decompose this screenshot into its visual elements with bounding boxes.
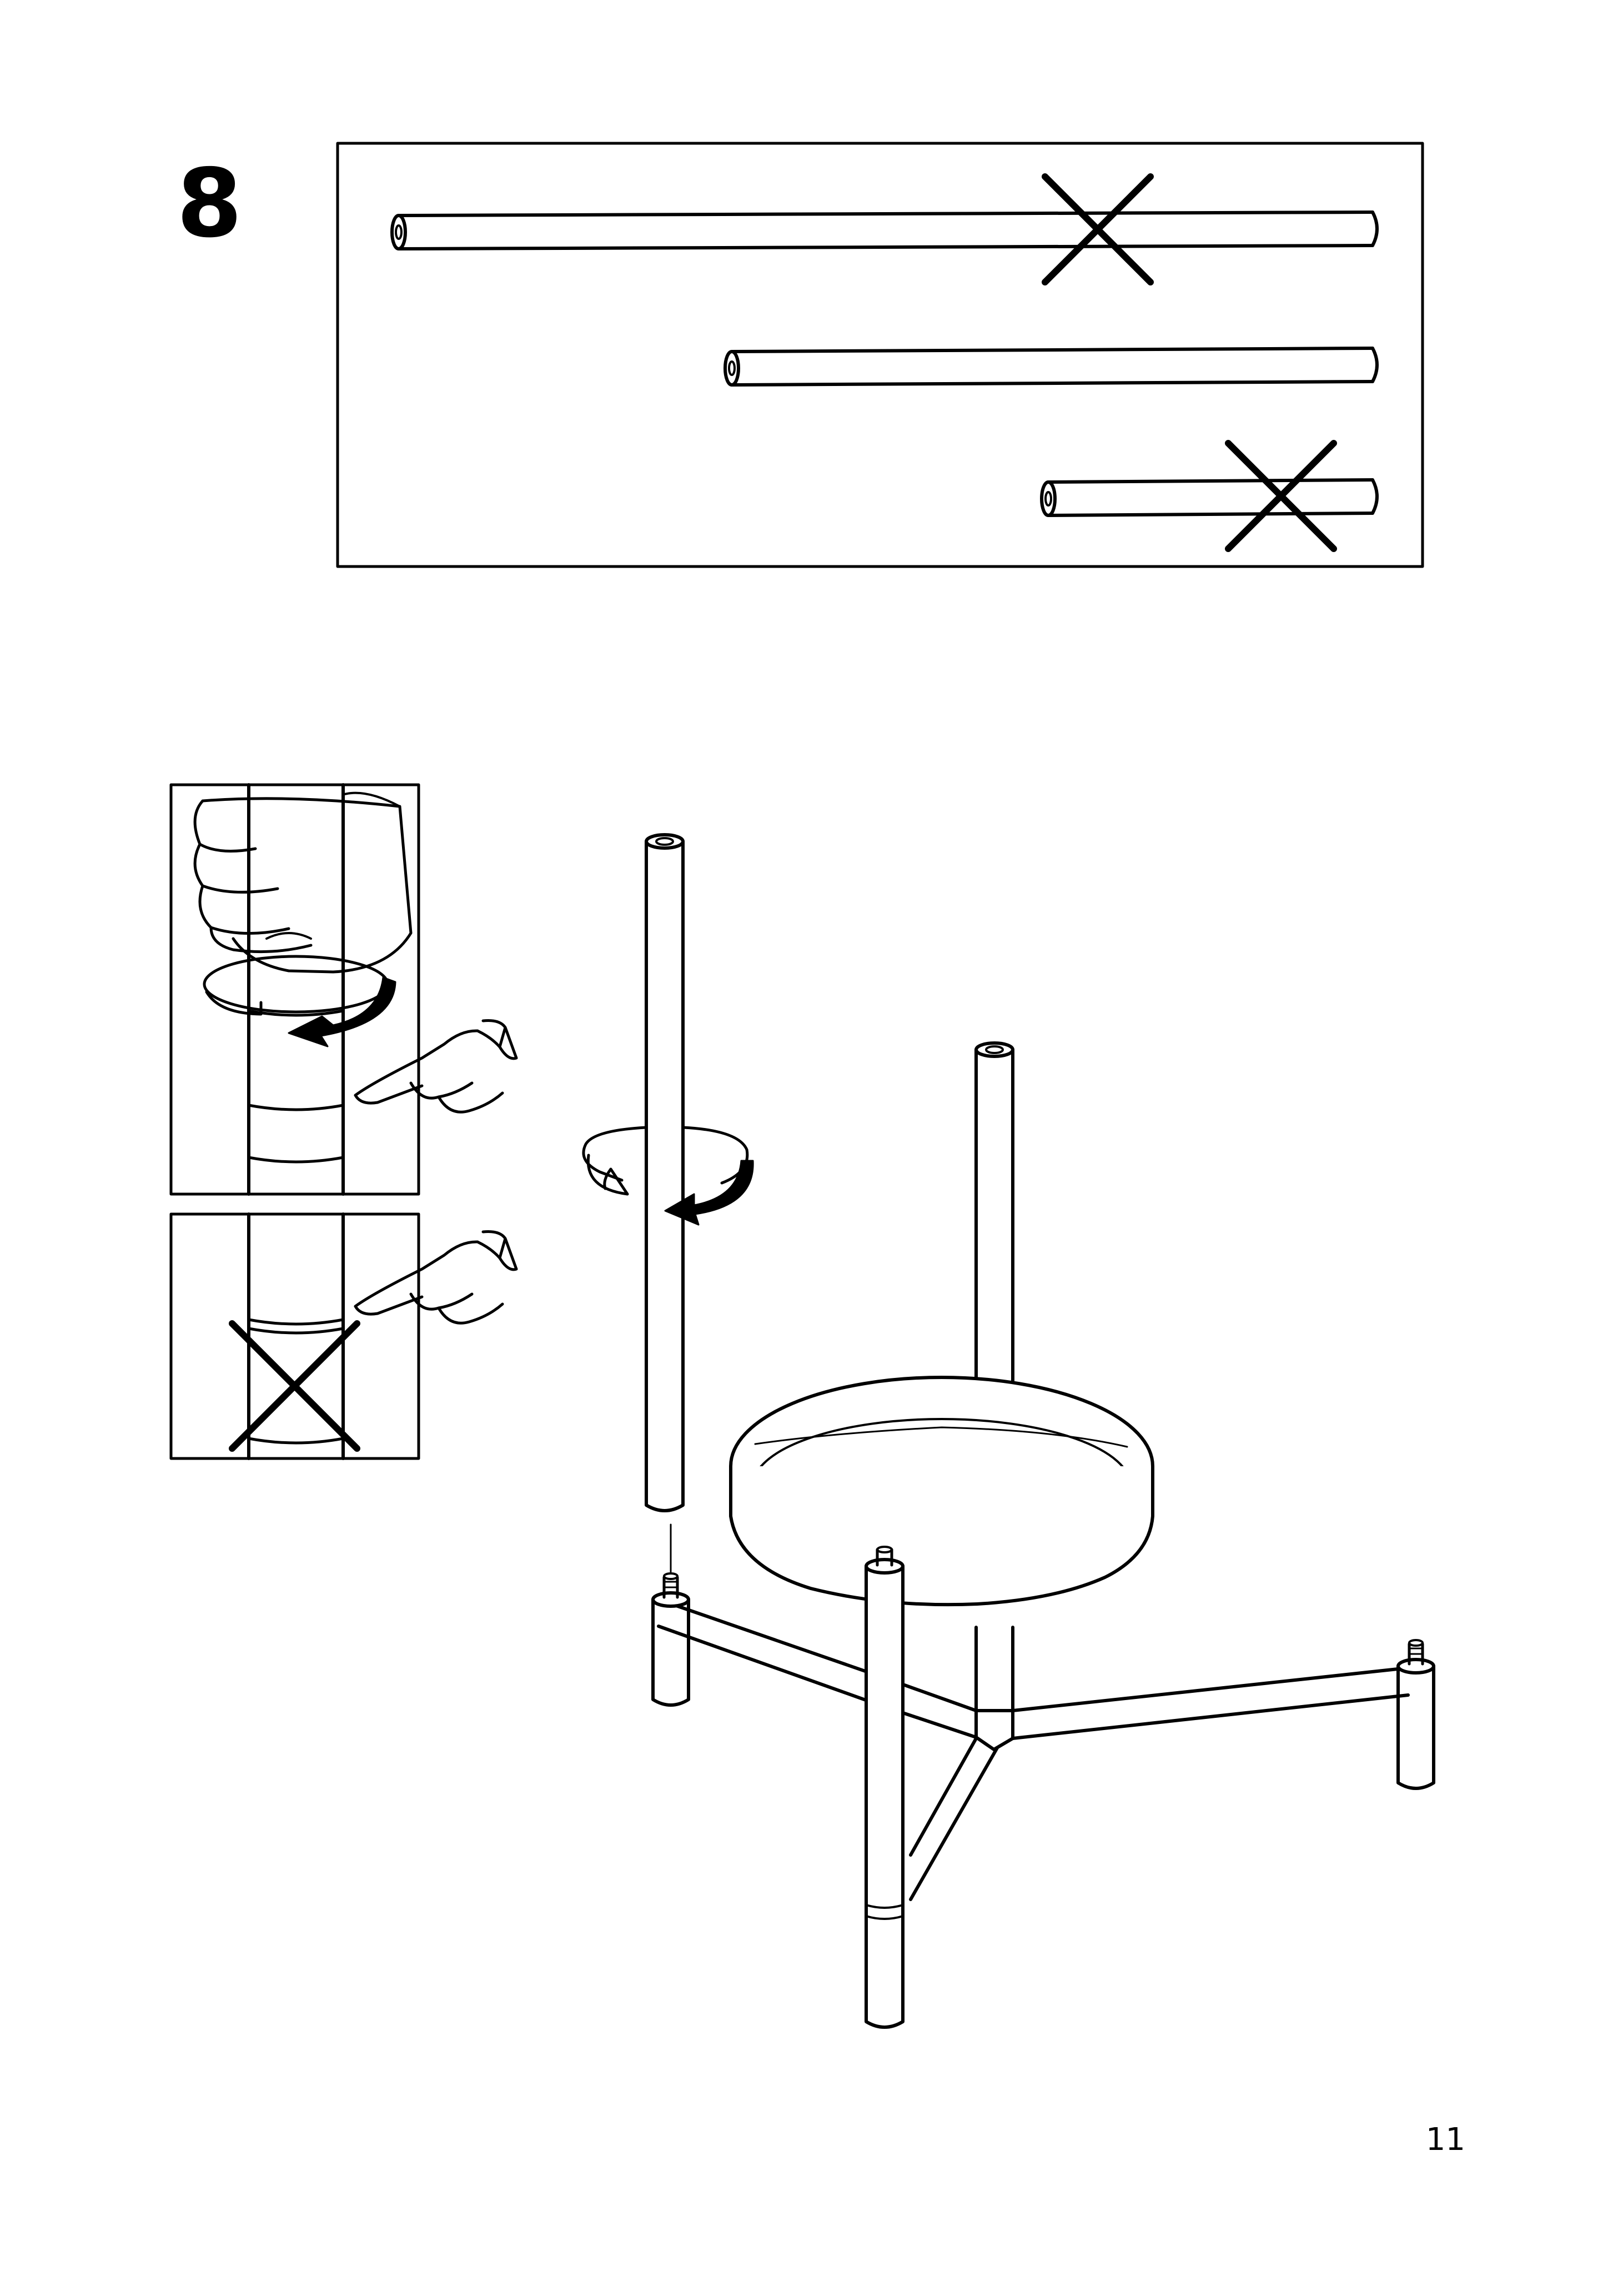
rotate-clockwise-arrow-icon	[203, 955, 396, 1047]
short-rod	[1040, 478, 1379, 517]
cross-mark-icon	[1225, 440, 1337, 552]
rear-pole	[974, 1041, 1014, 1723]
right-foot	[1396, 1639, 1435, 1790]
main-assembly	[582, 833, 1435, 2029]
left-foot	[651, 1572, 690, 1707]
cross-mark-icon	[1042, 173, 1154, 285]
pointing-hand-icon	[354, 1230, 518, 1325]
gripping-hand-icon	[193, 791, 413, 974]
long-rod	[390, 210, 1379, 250]
detail-panel-incorrect	[169, 1212, 518, 1460]
insert-rod	[645, 833, 685, 1573]
pointing-hand-icon	[354, 1019, 518, 1114]
page-number: 11	[1425, 2122, 1465, 2158]
round-tray	[729, 1376, 1154, 1607]
cross-mark-icon	[229, 1320, 360, 1452]
detail-panel-correct	[169, 783, 518, 1196]
front-pole	[865, 1546, 905, 2029]
rotate-clockwise-arrow-icon	[582, 1126, 754, 1226]
medium-rod	[723, 347, 1379, 387]
rod-selection-panel	[336, 142, 1424, 568]
base-frame	[657, 1598, 1410, 1901]
step-number: 8	[177, 149, 243, 259]
